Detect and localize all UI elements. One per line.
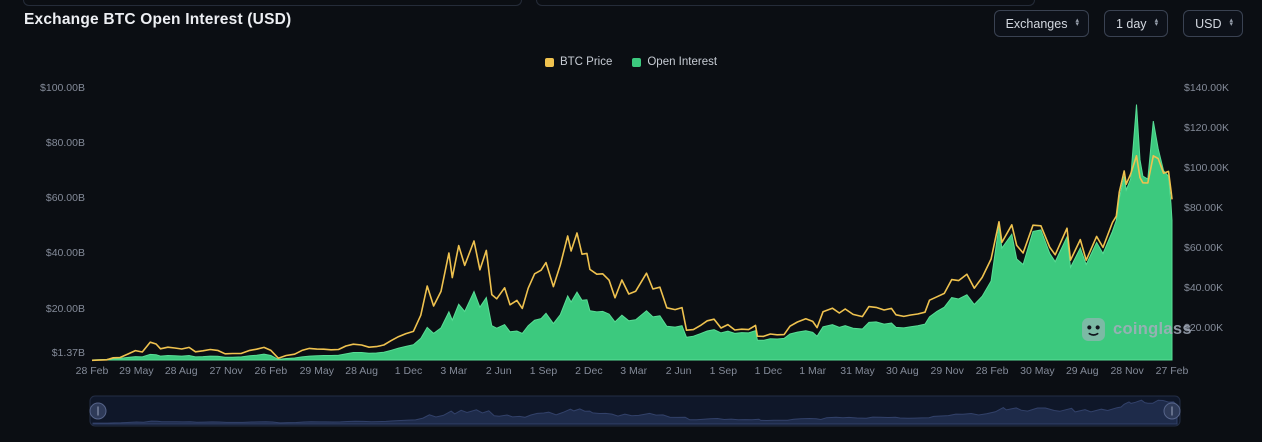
exchanges-select[interactable]: Exchanges ▴ ▾ (993, 10, 1089, 37)
legend-item-open-interest[interactable]: Open Interest (632, 56, 717, 68)
chevron-up-down-icon: ▴ ▾ (1229, 16, 1233, 28)
coinglass-logo-icon (1082, 318, 1105, 341)
btc-price-swatch (544, 57, 554, 67)
currency-select-label: USD (1195, 16, 1222, 31)
interval-select-label: 1 day (1115, 16, 1147, 31)
exchanges-select-label: Exchanges (1005, 16, 1068, 31)
currency-select[interactable]: USD ▴ ▾ (1183, 10, 1243, 37)
coinglass-watermark: coinglass (1081, 317, 1192, 342)
navigator-series (92, 399, 1178, 425)
chevron-up-down-icon: ▴ ▾ (1075, 16, 1079, 28)
chart-navigator (89, 395, 1181, 427)
chevron-up-down-icon: ▴ ▾ (1154, 16, 1159, 28)
chart-plot-area[interactable] (92, 85, 1172, 360)
chart-legend: BTC Price Open Interest (0, 56, 1262, 68)
legend-item-btc-price[interactable]: BTC Price (544, 56, 613, 68)
navigator-left-handle[interactable] (89, 402, 107, 420)
navigator-right-handle[interactable] (1163, 402, 1181, 420)
legend-label-open-interest: Open Interest (647, 56, 718, 68)
coinglass-watermark-text: coinglass (1113, 320, 1192, 338)
open-interest-swatch (632, 57, 642, 67)
chart-controls: Exchanges ▴ ▾ 1 day ▴ ▾ USD ▴ ▾ (993, 10, 1243, 37)
interval-select[interactable]: 1 day ▴ ▾ (1103, 10, 1169, 37)
page-title: Exchange BTC Open Interest (USD) (24, 11, 292, 28)
legend-label-btc-price: BTC Price (559, 56, 613, 68)
btc-price-line-series (91, 155, 1173, 362)
open-interest-area-series (91, 104, 1173, 361)
